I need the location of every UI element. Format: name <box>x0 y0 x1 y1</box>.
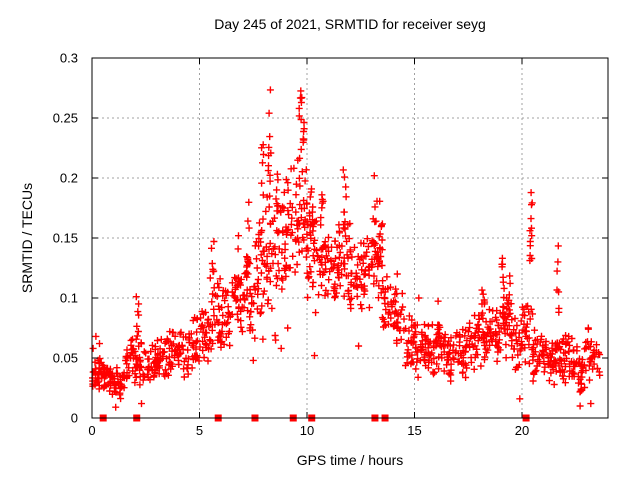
data-points <box>89 86 604 411</box>
y-tick-label: 0.05 <box>53 351 78 366</box>
y-tick-label: 0.3 <box>60 51 78 66</box>
y-tick-label: 0.15 <box>53 231 78 246</box>
x-tick-label: 10 <box>300 423 314 438</box>
chart-title: Day 245 of 2021, SRMTID for receiver sey… <box>214 16 486 32</box>
x-axis-label: GPS time / hours <box>296 452 404 468</box>
x-tick-label: 5 <box>196 423 203 438</box>
x-tick-label: 20 <box>515 423 529 438</box>
y-tick-label: 0.1 <box>60 291 78 306</box>
y-tick-label: 0.25 <box>53 111 78 126</box>
y-tick-label: 0 <box>71 411 78 426</box>
x-tick-label: 15 <box>407 423 421 438</box>
y-tick-label: 0.2 <box>60 171 78 186</box>
x-tick-label: 0 <box>88 423 95 438</box>
